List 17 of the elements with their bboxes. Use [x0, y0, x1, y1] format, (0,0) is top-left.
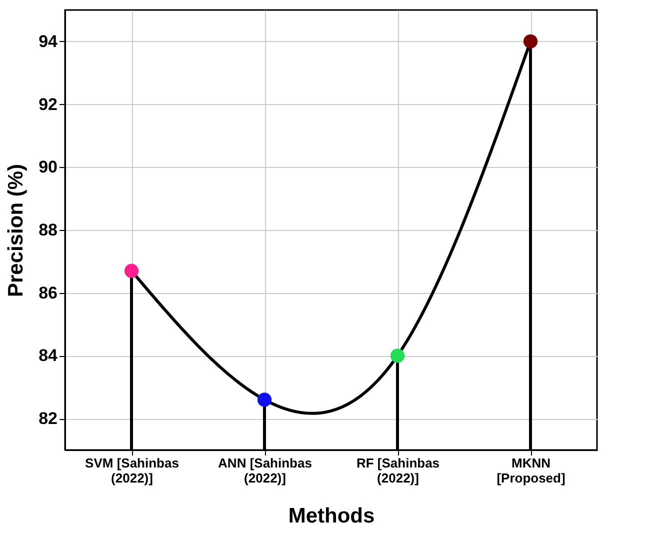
point — [523, 34, 538, 48]
y-axis-title: Precision (%) — [4, 164, 28, 298]
point — [257, 392, 272, 407]
y-tick-label: 94 — [38, 32, 58, 51]
x-tick-label: SVM [Sahinbas (2022)] — [85, 456, 179, 486]
x-tick-label: ANN [Sahinbas (2022)] — [218, 456, 312, 486]
y-tick-label: 90 — [38, 158, 58, 177]
y-tick-label: 92 — [38, 94, 58, 114]
y-tick-label: 84 — [38, 346, 58, 366]
y-tick-label: 86 — [38, 283, 58, 302]
x-tick-label: RF [Sahinbas (2022)] — [356, 456, 440, 486]
x-tick-label: MKNN [Proposed] — [496, 456, 566, 486]
y-tick-label: 82 — [38, 409, 58, 428]
x-axis-title: Methods — [288, 504, 375, 528]
y-tick-label: 88 — [38, 220, 58, 240]
point — [390, 348, 405, 363]
point — [124, 264, 139, 278]
